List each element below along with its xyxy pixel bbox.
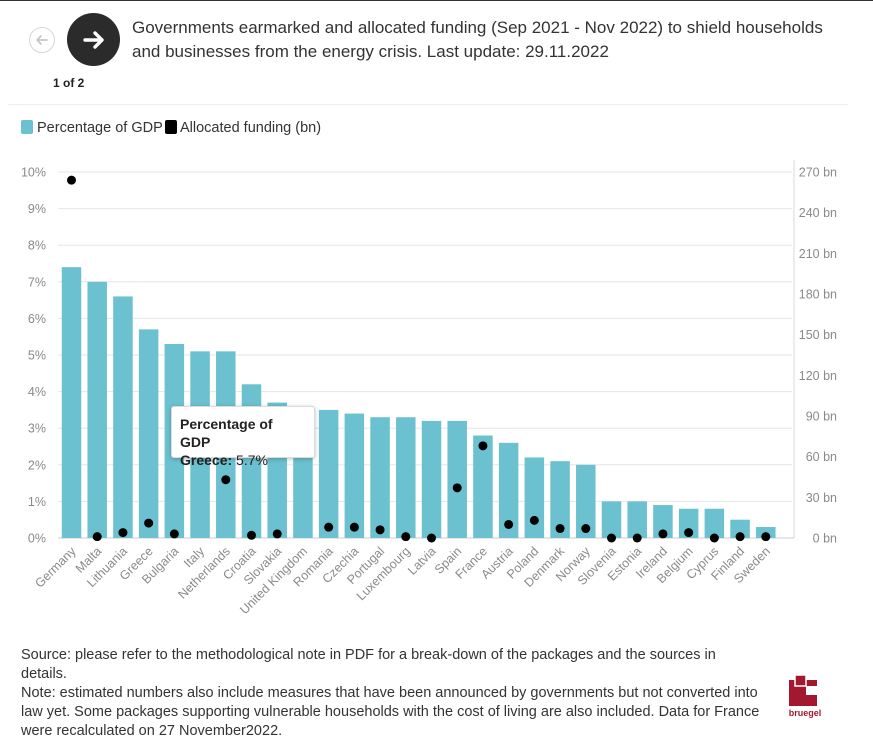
point-allocated-funding	[504, 519, 514, 529]
bar-percentage-gdp	[113, 296, 133, 538]
point-allocated-funding	[375, 525, 385, 535]
point-allocated-funding	[144, 518, 154, 528]
header-divider	[8, 104, 848, 105]
bar-percentage-gdp	[473, 435, 493, 538]
y-right-tick-label: 180 bn	[799, 288, 837, 302]
bar-percentage-gdp	[344, 413, 365, 538]
point-allocated-funding	[118, 528, 128, 538]
bar-percentage-gdp	[704, 508, 725, 538]
chart: Percentage of GDP Allocated funding (bn) 0…	[21, 120, 837, 617]
previous-page-button[interactable]	[29, 27, 55, 53]
bar-percentage-gdp	[576, 464, 596, 538]
logo-text: bruegel	[788, 708, 822, 718]
bar-percentage-gdp	[678, 508, 699, 538]
point-allocated-funding	[581, 524, 591, 534]
point-allocated-funding	[92, 532, 102, 542]
bruegel-logo: bruegel	[785, 672, 825, 722]
point-allocated-funding	[529, 515, 539, 525]
source-note: Source: please refer to the methodologic…	[21, 647, 716, 682]
legend-label-percentage: Percentage of GDP	[37, 120, 163, 136]
bar-percentage-gdp	[61, 267, 82, 538]
y-right-tick-label: 90 bn	[806, 410, 837, 424]
tooltip-category: Greece:	[180, 452, 233, 468]
bar-percentage-gdp	[550, 461, 570, 538]
arrow-right-icon	[82, 30, 104, 49]
point-allocated-funding	[427, 533, 436, 543]
point-allocated-funding	[684, 528, 694, 538]
bar-percentage-gdp	[730, 519, 750, 538]
y-right-tick-label: 210 bn	[799, 247, 837, 261]
top-border	[0, 0, 873, 1]
bar-percentage-gdp	[318, 409, 339, 538]
x-tick-label: Latvia	[405, 544, 439, 578]
bar-percentage-gdp	[653, 505, 673, 538]
chart-title: Governments earmarked and allocated fund…	[132, 18, 823, 61]
bar-percentage-gdp	[627, 501, 647, 538]
y-right-tick-label: 60 bn	[806, 450, 837, 464]
tooltip-series: Percentage of GDP	[180, 416, 273, 450]
bruegel-logo-mark	[789, 674, 817, 706]
point-allocated-funding	[607, 533, 616, 543]
tooltip-value: 5.7%	[236, 452, 268, 468]
point-allocated-funding	[169, 529, 179, 539]
point-allocated-funding	[221, 475, 231, 485]
y-left-tick-label: 6%	[28, 312, 46, 326]
bar-percentage-gdp	[138, 329, 159, 538]
y-left-tick-label: 1%	[28, 495, 46, 509]
y-right-tick-label: 150 bn	[799, 328, 837, 342]
y-left-tick-label: 7%	[28, 275, 46, 289]
next-page-button[interactable]	[67, 13, 120, 66]
point-allocated-funding	[324, 522, 334, 532]
legend-swatch-funding	[165, 120, 177, 134]
point-allocated-funding	[272, 529, 282, 539]
point-allocated-funding	[247, 530, 256, 540]
tooltip-body: Greece: 5.7%	[180, 451, 306, 469]
y-right-tick-label: 240 bn	[799, 206, 837, 220]
point-allocated-funding	[709, 533, 719, 543]
y-left-tick-label: 0%	[28, 532, 46, 546]
point-allocated-funding	[735, 532, 745, 542]
legend-label-funding: Allocated funding (bn)	[180, 120, 321, 136]
point-allocated-funding	[478, 441, 488, 451]
y-left-tick-label: 4%	[28, 385, 46, 399]
point-allocated-funding	[632, 533, 642, 543]
point-allocated-funding	[401, 532, 411, 542]
y-right-tick-label: 30 bn	[806, 491, 837, 505]
chart-notes: Source: please refer to the methodologic…	[21, 646, 761, 741]
point-allocated-funding	[555, 524, 565, 534]
bar-percentage-gdp	[396, 417, 416, 538]
bar-percentage-gdp	[601, 501, 622, 538]
methodology-note: Note: estimated numbers also include mea…	[21, 685, 760, 739]
y-left-tick-label: 5%	[28, 349, 46, 363]
bar-percentage-gdp	[370, 417, 390, 538]
bar-percentage-gdp	[87, 281, 107, 538]
y-right-tick-label: 120 bn	[799, 369, 837, 383]
y-left-tick-label: 2%	[28, 458, 46, 472]
legend-swatch-percentage	[21, 120, 33, 134]
y-left-tick-label: 3%	[28, 422, 46, 436]
arrow-left-icon	[36, 35, 48, 45]
y-right-tick-label: 270 bn	[799, 166, 837, 180]
point-allocated-funding	[761, 532, 771, 542]
bar-percentage-gdp	[447, 420, 467, 538]
y-left-tick-label: 10%	[21, 166, 46, 180]
point-allocated-funding	[658, 529, 668, 539]
y-left-tick-label: 9%	[28, 202, 46, 216]
y-left-tick-label: 8%	[28, 239, 46, 253]
point-allocated-funding	[67, 175, 76, 185]
point-allocated-funding	[452, 483, 462, 493]
bar-percentage-gdp	[421, 420, 442, 538]
bar-percentage-gdp	[524, 457, 545, 538]
point-allocated-funding	[349, 522, 359, 532]
chart-tooltip: Percentage of GDP Greece: 5.7%	[171, 406, 315, 468]
page-indicator: 1 of 2	[53, 76, 85, 90]
x-tick-label: Germany	[32, 544, 79, 591]
bar-percentage-gdp	[498, 442, 519, 538]
y-right-tick-label: 0 bn	[813, 532, 837, 546]
